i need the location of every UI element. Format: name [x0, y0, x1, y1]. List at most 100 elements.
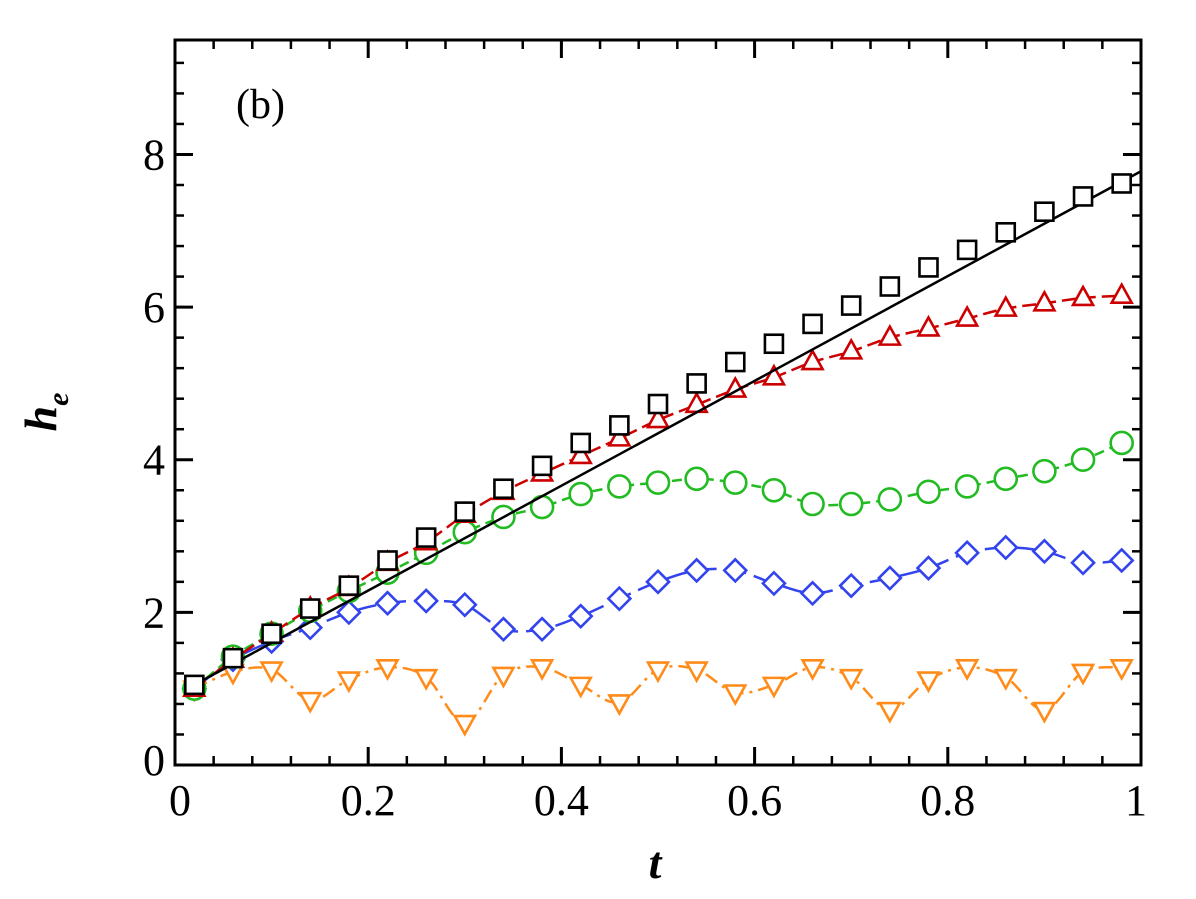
- marker-triangles-down: [452, 714, 478, 737]
- y-axis-title: he: [15, 393, 75, 432]
- marker-circles: [645, 470, 671, 495]
- marker-squares: [377, 550, 398, 571]
- marker-triangles-up: [761, 363, 787, 386]
- marker-squares: [763, 333, 785, 355]
- marker-squares: [338, 575, 360, 596]
- series-squares: [184, 170, 1142, 696]
- marker-squares: [570, 432, 592, 454]
- marker-diamonds: [683, 557, 710, 584]
- marker-triangles-up: [916, 314, 941, 337]
- marker-diamonds: [451, 591, 478, 618]
- marker-triangles-up: [954, 304, 980, 327]
- marker-triangles-down: [1070, 663, 1096, 686]
- marker-diamonds: [799, 580, 826, 607]
- marker-circles: [1032, 458, 1057, 484]
- marker-triangles-up: [838, 337, 864, 360]
- marker-triangles-down: [877, 701, 903, 724]
- marker-squares: [261, 623, 282, 645]
- x-tick-label: 0.4: [534, 776, 589, 825]
- marker-diamonds: [529, 616, 555, 642]
- y-axis-title-main: h: [15, 406, 66, 432]
- marker-diamonds: [413, 588, 439, 614]
- marker-triangles-down: [298, 691, 323, 714]
- panel-label: (b): [236, 82, 285, 128]
- marker-triangles-down: [645, 661, 671, 684]
- marker-circles: [452, 519, 478, 545]
- marker-squares: [1072, 186, 1094, 207]
- marker-diamonds: [374, 590, 401, 617]
- marker-circles: [761, 477, 787, 503]
- marker-diamonds: [567, 603, 594, 630]
- marker-squares: [802, 313, 823, 335]
- marker-diamonds: [336, 599, 362, 626]
- marker-triangles-up: [568, 442, 593, 465]
- y-tick-label: 4: [143, 436, 165, 485]
- y-tick-label: 6: [143, 283, 165, 332]
- marker-triangles-down: [491, 666, 516, 689]
- marker-diamonds: [645, 569, 671, 595]
- x-tick-label: 0.6: [727, 776, 782, 825]
- x-tick-label: 0.2: [341, 776, 396, 825]
- marker-squares: [918, 257, 939, 278]
- marker-diamonds: [877, 565, 903, 591]
- marker-squares: [1034, 201, 1055, 223]
- marker-circles: [800, 491, 825, 517]
- marker-circles: [993, 466, 1019, 492]
- marker-diamonds: [761, 570, 787, 597]
- marker-triangles-down: [413, 668, 439, 691]
- marker-triangles-up: [1032, 289, 1057, 312]
- marker-diamonds: [1070, 549, 1096, 576]
- marker-diamonds: [490, 616, 517, 642]
- marker-squares: [299, 598, 321, 619]
- marker-circles: [954, 474, 980, 499]
- marker-triangles-up: [877, 323, 903, 346]
- marker-triangles-down: [375, 659, 400, 681]
- marker-triangles-up: [1109, 281, 1134, 304]
- marker-squares: [454, 501, 476, 522]
- y-axis-title-subscript: e: [42, 393, 75, 406]
- marker-squares: [1111, 173, 1132, 194]
- series-line-squares: [193, 170, 1142, 686]
- marker-squares: [493, 478, 514, 500]
- marker-triangles-down: [529, 659, 555, 681]
- marker-triangles-up: [993, 294, 1018, 317]
- marker-triangles-up: [607, 424, 632, 447]
- x-tick-label: 0: [169, 776, 191, 825]
- marker-triangles-up: [800, 348, 825, 371]
- x-axis-title: t: [649, 837, 663, 888]
- marker-squares: [184, 674, 205, 696]
- marker-triangles-up: [1070, 284, 1096, 307]
- marker-triangles-down: [916, 671, 941, 694]
- marker-diamonds: [838, 572, 865, 599]
- marker-triangles-down: [838, 668, 864, 691]
- marker-triangles-down: [954, 659, 980, 681]
- marker-diamonds: [722, 557, 749, 584]
- plot-frame: [173, 38, 1143, 767]
- series-triangles-down: [182, 659, 1134, 737]
- marker-triangles-down: [800, 659, 825, 681]
- marker-circles: [684, 466, 709, 492]
- marker-squares: [956, 239, 978, 261]
- marker-triangles-down: [1032, 701, 1057, 724]
- x-tick-label: 1: [1125, 776, 1147, 825]
- marker-circles: [1070, 447, 1096, 473]
- marker-triangles-down: [568, 676, 593, 699]
- marker-triangles-up: [645, 406, 671, 429]
- marker-triangles-down: [723, 684, 748, 707]
- marker-triangles-down: [993, 668, 1018, 691]
- marker-triangles-down: [607, 694, 632, 717]
- marker-triangles-down: [336, 671, 362, 694]
- marker-squares: [995, 222, 1017, 243]
- marker-squares: [609, 415, 630, 436]
- marker-triangles-down: [761, 676, 787, 699]
- marker-triangles-down: [259, 661, 284, 684]
- marker-circles: [607, 474, 632, 499]
- y-tick-label: 2: [143, 588, 165, 637]
- marker-triangles-down: [684, 661, 709, 684]
- marker-diamonds: [992, 534, 1019, 561]
- y-tick-label: 8: [143, 130, 165, 179]
- marker-squares: [686, 373, 707, 394]
- x-tick-label: 0.8: [920, 776, 975, 825]
